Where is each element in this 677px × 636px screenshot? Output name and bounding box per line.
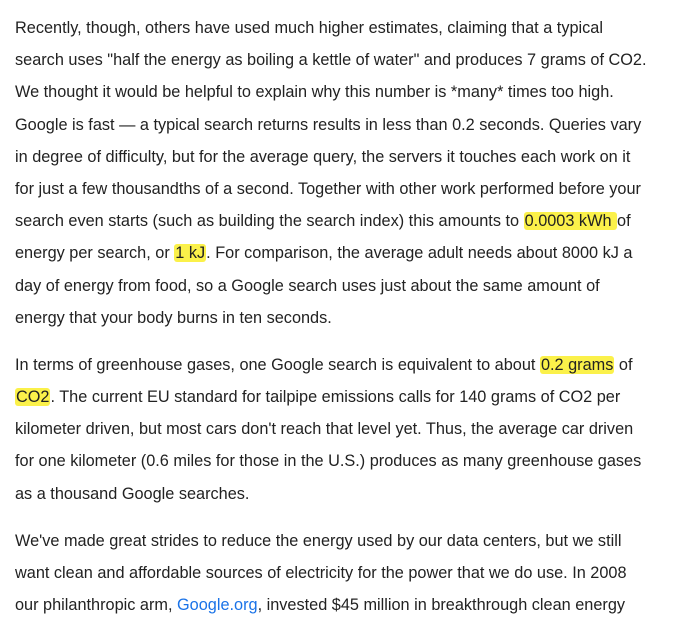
text-segment: search uses "half the energy as boiling … xyxy=(15,51,647,70)
text-segment: . For comparison, the average adult need… xyxy=(206,244,633,263)
text-segment: , invested $45 million in breakthrough c… xyxy=(257,596,626,615)
text-segment: our philanthropic arm, xyxy=(15,596,177,615)
text-line: energy per search, or 1 kJ. For comparis… xyxy=(15,237,677,269)
text-segment: Recently, though, others have used much … xyxy=(15,19,603,37)
text-line: We thought it would be helpful to explai… xyxy=(15,76,677,108)
article-body: Recently, though, others have used much … xyxy=(15,12,677,636)
text-segment: energy that your body burns in ten secon… xyxy=(15,308,332,327)
text-segment: for one kilometer (0.6 miles for those i… xyxy=(15,452,642,471)
paragraph: Recently, though, others have used much … xyxy=(15,12,677,334)
text-segment: In terms of greenhouse gases, one Google… xyxy=(15,355,540,374)
text-segment: energy per search, or xyxy=(15,244,175,263)
text-segment: kilometer driven, but most cars don't re… xyxy=(15,420,634,439)
text-segment: . The current EU standard for tailpipe e… xyxy=(50,388,621,407)
text-line: Recently, though, others have used much … xyxy=(15,12,677,44)
highlighted-text: 0.0003 kWh xyxy=(523,212,618,231)
text-segment: as a thousand Google searches. xyxy=(15,484,250,503)
text-segment: of xyxy=(614,355,633,374)
text-segment: want clean and affordable sources of ele… xyxy=(15,564,627,582)
text-line: for just a few thousandths of a second. … xyxy=(15,173,677,205)
text-segment: Google is fast — a typical search return… xyxy=(15,115,642,134)
highlighted-text: CO2 xyxy=(15,388,51,407)
text-segment: for just a few thousandths of a second. … xyxy=(15,179,641,198)
text-line: want clean and affordable sources of ele… xyxy=(15,557,677,589)
text-line: CO2. The current EU standard for tailpip… xyxy=(15,381,677,413)
highlighted-text: 0.2 grams xyxy=(539,355,615,374)
text-line: Google is fast — a typical search return… xyxy=(15,109,677,141)
text-line: in degree of difficulty, but for the ave… xyxy=(15,141,677,173)
paragraph: In terms of greenhouse gases, one Google… xyxy=(15,349,677,510)
text-segment: We thought it would be helpful to explai… xyxy=(15,83,614,102)
text-segment: We've made great strides to reduce the e… xyxy=(15,531,622,550)
text-segment: in degree of difficulty, but for the ave… xyxy=(15,147,631,166)
text-line: kilometer driven, but most cars don't re… xyxy=(15,413,677,445)
text-line: energy that your body burns in ten secon… xyxy=(15,302,677,334)
text-segment: day of energy from food, so a Google sea… xyxy=(15,276,600,295)
text-segment: of xyxy=(617,212,631,231)
text-line: search even starts (such as building the… xyxy=(15,205,677,237)
google-org-link[interactable]: Google.org xyxy=(177,596,258,615)
text-line: for one kilometer (0.6 miles for those i… xyxy=(15,445,677,477)
text-line: our philanthropic arm, Google.org, inves… xyxy=(15,589,677,621)
highlighted-text: 1 kJ xyxy=(174,244,207,263)
text-line: We've made great strides to reduce the e… xyxy=(15,525,677,557)
paragraph: We've made great strides to reduce the e… xyxy=(15,525,677,622)
text-segment: search even starts (such as building the… xyxy=(15,212,524,231)
text-line: search uses "half the energy as boiling … xyxy=(15,44,677,76)
text-line: as a thousand Google searches. xyxy=(15,478,677,510)
text-line: day of energy from food, so a Google sea… xyxy=(15,270,677,302)
text-line: In terms of greenhouse gases, one Google… xyxy=(15,349,677,381)
